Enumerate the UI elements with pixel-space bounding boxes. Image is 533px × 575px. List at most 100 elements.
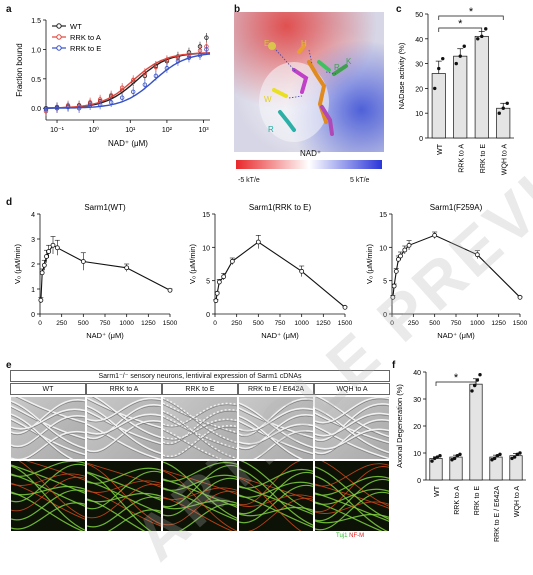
d-data-point xyxy=(124,265,130,271)
f-data-point xyxy=(510,456,514,461)
d-xtick-label: 750 xyxy=(275,320,286,327)
electrostatic-colorbar xyxy=(236,160,382,169)
panel-letter-b: b xyxy=(234,4,241,15)
c-sig-star: * xyxy=(469,6,474,18)
d-xtick-label: 1500 xyxy=(338,320,353,327)
c-data-point xyxy=(433,86,437,91)
brightfield-axon-image xyxy=(87,397,161,459)
d-ytick-label: 4 xyxy=(31,212,35,219)
d-xtick-label: 1000 xyxy=(294,320,309,327)
f-data-point xyxy=(492,456,497,461)
d-ylabel: V₀ (μM/min) xyxy=(365,244,374,284)
d-data-point xyxy=(342,304,348,310)
d-data-point xyxy=(255,239,261,245)
a-data-point xyxy=(108,93,114,98)
panel-e-column-header: RRK to E xyxy=(162,383,238,395)
c-category-label: RRK to A xyxy=(458,144,465,173)
a-data-point xyxy=(164,57,170,63)
c-bar xyxy=(474,35,489,139)
f-category-label: WQH to A xyxy=(514,486,521,517)
f-data-point xyxy=(438,454,442,458)
d-xtick-label: 0 xyxy=(38,320,42,327)
residue-label-e: E xyxy=(264,39,269,48)
c-bar xyxy=(453,55,468,139)
d-chart-title: Sarm1(F259A) xyxy=(430,203,483,212)
d-ytick-label: 1 xyxy=(31,287,35,294)
f-bar xyxy=(469,383,483,481)
a-legend-marker xyxy=(56,23,62,29)
panel-e-header: Sarm1⁻/⁻ sensory neurons, lentiviral exp… xyxy=(10,370,390,382)
a-data-point xyxy=(204,47,209,52)
f-data-point xyxy=(432,456,437,461)
c-category-label: RRK to E xyxy=(480,144,487,174)
residue-label-k: K xyxy=(346,57,352,66)
c-data-point xyxy=(454,61,458,66)
f-data-point xyxy=(515,452,520,457)
c-sig-star: * xyxy=(458,18,463,30)
d-data-point xyxy=(229,258,235,264)
residue-label-w: W xyxy=(264,95,272,104)
f-category-label: RRK to E xyxy=(474,486,481,516)
d-xlabel: NAD⁺ (μM) xyxy=(86,331,124,340)
ligand-label: NAD⁺ xyxy=(300,149,321,158)
panel-b-structure: E H K R W R NAD⁺ -5 kT/e 5 kT/e xyxy=(234,12,384,190)
a-data-point xyxy=(87,103,93,108)
stain-legend: Tuj1 NF-M xyxy=(336,533,364,539)
c-ytick-label: 50 xyxy=(415,12,423,19)
d-xtick-label: 750 xyxy=(100,320,111,327)
a-legend-marker xyxy=(56,34,62,40)
a-data-point xyxy=(54,106,60,111)
d-data-point xyxy=(39,270,45,276)
d-data-point xyxy=(54,245,60,251)
a-legend-marker xyxy=(56,45,62,51)
f-data-point xyxy=(495,454,500,458)
c-ytick-label: 10 xyxy=(415,111,423,118)
f-sig-star: * xyxy=(454,372,459,384)
brightfield-axon-image xyxy=(239,397,313,459)
residue-label-r2: R xyxy=(268,125,274,134)
d-xtick-label: 0 xyxy=(390,320,394,327)
c-bar xyxy=(431,73,446,139)
f-data-point xyxy=(472,383,477,388)
f-data-point xyxy=(475,378,480,382)
a-data-point xyxy=(108,100,114,105)
a-data-point xyxy=(164,66,170,71)
d-xtick-label: 1500 xyxy=(163,320,178,327)
scale-max-label: 5 kT/e xyxy=(350,177,370,184)
d-data-point xyxy=(44,254,49,259)
a-data-point xyxy=(153,64,159,70)
c-data-point xyxy=(476,37,480,41)
a-data-point xyxy=(97,102,103,107)
c-category-label: WT xyxy=(437,143,444,155)
d-xtick-label: 1250 xyxy=(316,320,331,327)
c-category-label: WQH to A xyxy=(501,144,508,175)
d-data-point xyxy=(402,247,408,253)
c-ytick-label: 20 xyxy=(415,86,423,93)
a-data-point xyxy=(186,55,192,60)
d-xtick-label: 500 xyxy=(429,320,440,327)
d-xtick-label: 500 xyxy=(78,320,89,327)
d-xtick-label: 1250 xyxy=(491,320,506,327)
f-ytick-label: 30 xyxy=(413,397,421,404)
a-data-point xyxy=(65,104,71,110)
c-data-point xyxy=(437,66,441,71)
a-ylabel: Fraction bound xyxy=(15,43,24,96)
panel-e-column-header: RRK to A xyxy=(86,383,162,395)
a-data-point xyxy=(119,85,125,90)
a-data-point xyxy=(142,70,148,76)
d-ylabel: V₀ (μM/min) xyxy=(13,244,22,284)
d-data-point xyxy=(50,242,56,248)
f-data-point xyxy=(455,454,460,458)
f-ytick-label: 10 xyxy=(413,451,421,458)
a-data-point xyxy=(153,73,159,79)
a-ytick-label: 0.0 xyxy=(31,106,41,113)
a-xtick-label: 10⁰ xyxy=(88,126,99,134)
d-data-point xyxy=(393,268,399,274)
fluorescence-axon-image xyxy=(11,461,85,531)
d-data-point xyxy=(221,274,227,280)
a-ytick-label: 0.5 xyxy=(31,77,41,84)
d-series-line xyxy=(392,234,521,298)
d-xtick-label: 500 xyxy=(253,320,264,327)
d-ytick-label: 15 xyxy=(379,212,387,219)
d-xtick-label: 250 xyxy=(231,320,242,327)
